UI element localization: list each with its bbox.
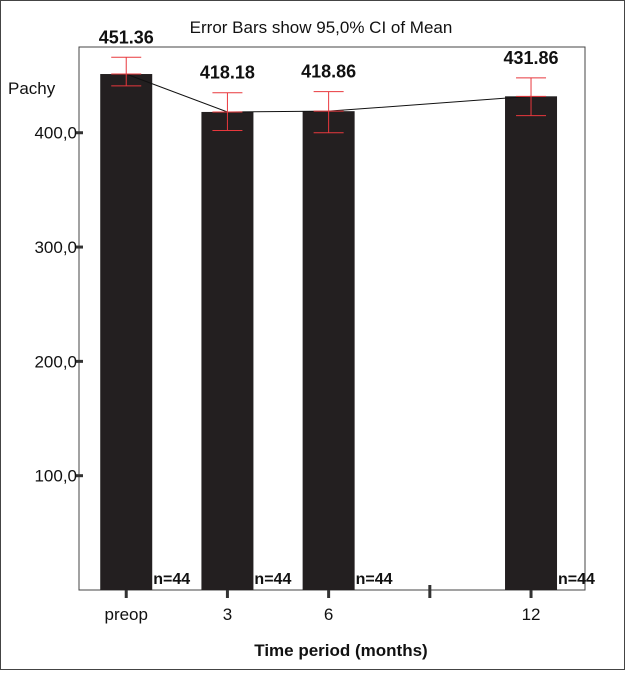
y-tick-label: 400,0 [34,124,77,143]
mean-line [126,73,532,113]
bar [505,96,558,591]
x-tick-label: 12 [522,605,541,624]
x-tick-label: preop [104,605,147,624]
chart-title: Error Bars show 95,0% CI of Mean [190,18,453,37]
bar [201,111,254,591]
x-tick-label: 3 [223,605,232,624]
n-label: n=44 [356,571,393,588]
data-label: 431.86 [503,48,558,68]
y-axis-label: Pachy [8,79,56,98]
bar [302,111,355,591]
n-label: n=44 [153,571,190,588]
data-label: 418.18 [200,63,255,83]
y-tick-label: 200,0 [34,352,77,371]
x-tick-label: 6 [324,605,333,624]
bar [100,74,153,591]
data-label: 451.36 [99,27,154,47]
y-tick-label: 100,0 [34,467,77,486]
plot-area: 100,0 200,0 300,0 400,0 preop 3 6 12 451.36 418.1… [34,27,595,624]
y-tick-label: 300,0 [34,238,77,257]
data-label: 418.86 [301,62,356,82]
n-label: n=44 [254,571,291,588]
x-axis-label: Time period (months) [254,641,427,660]
n-label: n=44 [558,571,595,588]
